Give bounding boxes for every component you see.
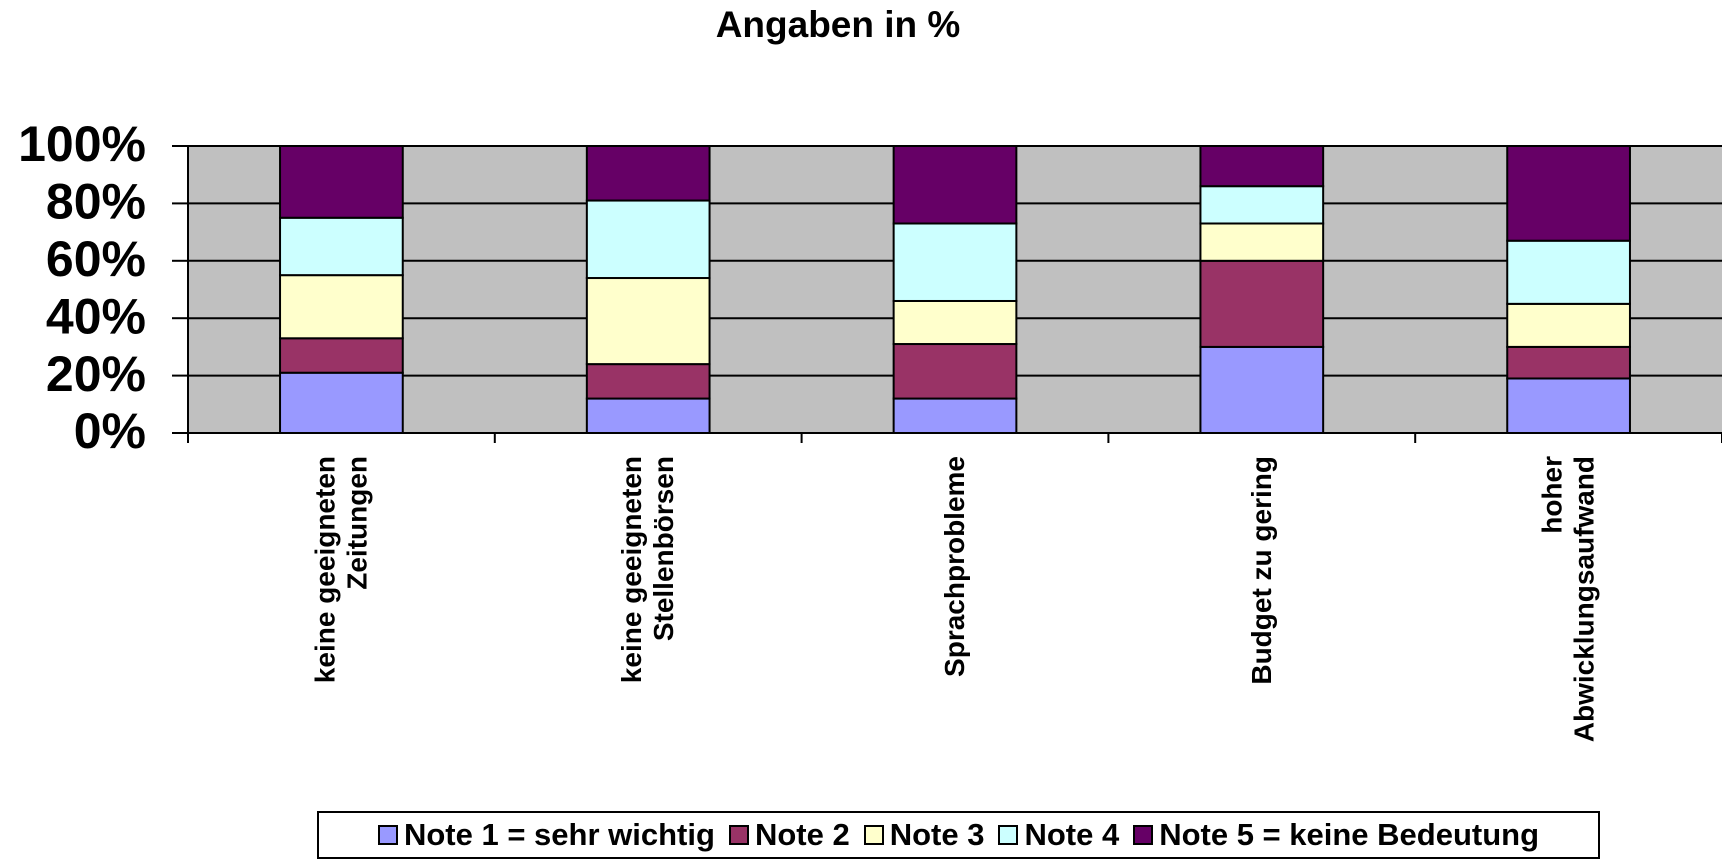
bar-segment: [892, 343, 1018, 400]
y-tick-label: 100%: [18, 116, 146, 172]
bar-segment: [892, 222, 1018, 302]
y-tick-label: 40%: [46, 288, 146, 344]
chart-title: Angaben in %: [716, 4, 961, 45]
bar-segment: [585, 363, 711, 400]
legend-label: Note 4: [1024, 817, 1120, 852]
bar-segment: [279, 145, 404, 219]
legend-entry: Note 4: [998, 817, 1119, 853]
bar-segment: [1199, 222, 1325, 262]
bar-segment: [1199, 345, 1325, 434]
bar-segment: [279, 216, 404, 277]
x-tick-label: keine geeigneten Stellenbörsen: [616, 456, 680, 684]
legend-swatch: [377, 825, 398, 845]
y-tick-label: 80%: [46, 174, 146, 230]
bar-segment: [585, 145, 711, 202]
legend-label: Note 5 = keine Bedeutung: [1159, 817, 1540, 852]
bar-segment: [1199, 259, 1325, 348]
x-tick-label: Budget zu gering: [1245, 456, 1277, 685]
bar-segment: [1506, 345, 1631, 380]
bar-segment: [1506, 377, 1631, 434]
legend-label: Note 3: [889, 817, 985, 852]
legend-entry: Note 2: [728, 817, 850, 853]
legend-swatch: [1133, 825, 1154, 845]
legend-label: Note 2: [754, 817, 850, 852]
x-tick-label: keine geeigneten Zeitungen: [309, 456, 373, 684]
bar-segment: [585, 397, 711, 434]
bar-segment: [1199, 145, 1325, 188]
bar-segment: [585, 199, 711, 280]
x-tick-label: Sprachprobleme: [939, 456, 970, 677]
legend-entry: Note 3: [863, 817, 985, 853]
y-tick-label: 0%: [74, 403, 146, 459]
bar-segment: [1506, 145, 1631, 242]
bar-segment: [279, 337, 404, 374]
legend-label: Note 1 = sehr wichtig: [403, 817, 715, 852]
bar-segment: [1199, 185, 1325, 225]
bar-segment: [279, 274, 404, 340]
bar-segment: [585, 277, 711, 366]
y-tick-label: 60%: [46, 231, 146, 287]
y-tick-label: 20%: [46, 346, 146, 402]
bar-segment: [892, 145, 1018, 225]
legend-swatch: [998, 825, 1019, 845]
legend: Note 1 = sehr wichtig Note 2 Note 3 Note 4 N…: [317, 811, 1600, 859]
legend-swatch: [728, 825, 749, 845]
bar-segment: [892, 397, 1018, 434]
x-tick-label: hoher Abwicklungsaufwand: [1536, 456, 1600, 743]
legend-entry: Note 5 = keine Bedeutung: [1133, 817, 1539, 853]
bar-segment: [1506, 302, 1631, 348]
bar-segment: [892, 299, 1018, 346]
legend-swatch: [863, 825, 884, 845]
bar-segment: [1506, 239, 1631, 305]
bar-segment: [279, 371, 404, 435]
legend-entry: Note 1 = sehr wichtig: [377, 817, 715, 853]
